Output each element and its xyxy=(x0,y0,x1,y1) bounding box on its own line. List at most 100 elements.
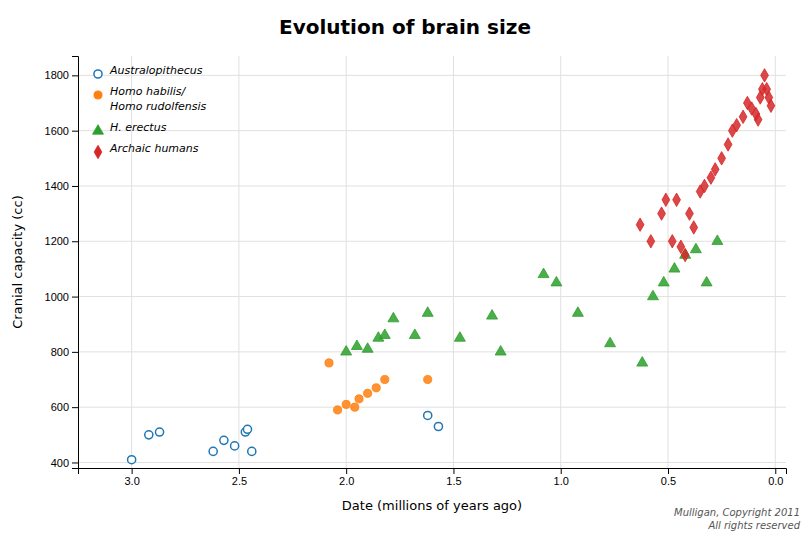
legend-label-line: Homo habilis/ xyxy=(110,85,187,98)
point xyxy=(487,310,498,319)
x-tick: 1.0 xyxy=(554,468,569,487)
x-tick: 2.5 xyxy=(232,468,247,487)
point xyxy=(220,436,228,444)
y-tick: 600 xyxy=(51,401,78,413)
x-tick-mark xyxy=(668,468,669,474)
series xyxy=(128,411,443,463)
legend-label: Homo habilis/Homo rudolfensis xyxy=(110,85,207,113)
annotation: Mulligan, Copyright 2011 All rights reser… xyxy=(674,507,801,531)
point xyxy=(334,406,342,414)
point xyxy=(551,276,562,285)
point xyxy=(341,346,352,355)
x-tick-label: 3.0 xyxy=(124,475,139,487)
legend-label-line: H. erectus xyxy=(110,121,167,134)
y-tick-label: 1000 xyxy=(45,291,69,303)
y-tick: 1200 xyxy=(45,235,78,247)
x-grid-line xyxy=(453,56,454,468)
point xyxy=(673,193,681,206)
x-tick-label: 2.0 xyxy=(339,475,354,487)
annotation-line: Mulligan, Copyright 2011 xyxy=(674,507,800,518)
y-axis-title: Cranial capacity (cc) xyxy=(10,195,25,328)
y-tick: 1800 xyxy=(45,69,78,81)
y-tick-label: 1400 xyxy=(45,180,69,192)
x-tick-label: 0.5 xyxy=(661,475,676,487)
x-axis-line xyxy=(79,469,787,475)
x-tick: 0.5 xyxy=(661,468,676,487)
y-tick: 1600 xyxy=(45,125,78,137)
y-tick-mark xyxy=(72,241,78,242)
point xyxy=(733,118,741,131)
x-tick-mark xyxy=(775,468,776,474)
x-axis-title: Date (millions of years ago) xyxy=(342,498,522,513)
point xyxy=(712,235,723,244)
point xyxy=(658,276,669,285)
y-tick-label: 400 xyxy=(51,456,69,468)
point xyxy=(754,113,762,126)
title: Evolution of brain size xyxy=(279,15,531,39)
x-grid-line xyxy=(238,56,239,468)
point xyxy=(686,207,694,220)
point xyxy=(739,110,747,123)
x-tick-label: 0.0 xyxy=(768,475,783,487)
point xyxy=(362,343,373,352)
x-tick-label: 1.5 xyxy=(446,475,461,487)
legend: AustralopithecusHomo habilis/Homo rudolf… xyxy=(93,64,207,159)
x-tick-label: 2.5 xyxy=(232,475,247,487)
point xyxy=(658,207,666,220)
point xyxy=(372,384,380,392)
x-tick: 2.0 xyxy=(339,468,354,487)
point xyxy=(409,329,420,338)
y-tick: 1400 xyxy=(45,180,78,192)
x-axis: 3.0 2.5 2.0 1.5 1.0 0.5 0.0 xyxy=(79,468,787,487)
point xyxy=(351,340,362,349)
point xyxy=(155,428,163,436)
y-tick: 400 xyxy=(51,456,78,468)
point xyxy=(701,179,709,192)
y-tick-label: 1800 xyxy=(45,69,69,81)
plot-area: 3.02.52.01.51.00.50.04006008001000120014… xyxy=(45,56,787,487)
point xyxy=(637,357,648,366)
y-tick-mark xyxy=(72,75,78,76)
point xyxy=(761,69,769,82)
point xyxy=(648,290,659,299)
point xyxy=(572,307,583,316)
y-grid-line xyxy=(78,296,786,297)
point xyxy=(381,375,389,383)
point xyxy=(647,235,655,248)
point xyxy=(690,221,698,234)
x-tick-mark xyxy=(346,468,347,474)
point xyxy=(424,375,432,383)
y-tick-label: 600 xyxy=(51,401,69,413)
series xyxy=(636,69,775,262)
point xyxy=(355,395,363,403)
point xyxy=(422,307,433,316)
x-tick-mark xyxy=(561,468,562,474)
point xyxy=(248,447,256,455)
x-tick-mark xyxy=(453,468,454,474)
y-tick-mark xyxy=(72,186,78,187)
point xyxy=(434,422,442,430)
chart: 3.02.52.01.51.00.50.04006008001000120014… xyxy=(0,0,810,540)
point xyxy=(538,268,549,277)
point xyxy=(424,411,432,419)
x-tick-mark xyxy=(239,468,240,474)
y-axis-line xyxy=(72,57,79,469)
legend-marker xyxy=(94,70,102,78)
point xyxy=(668,235,676,248)
x-tick-label: 1.0 xyxy=(554,475,569,487)
points xyxy=(128,69,775,464)
annotation-line: All rights reserved xyxy=(707,520,800,531)
x-grid-line xyxy=(560,56,561,468)
point xyxy=(690,243,701,252)
point xyxy=(495,346,506,355)
x-tick: 1.5 xyxy=(446,468,461,487)
point xyxy=(711,163,719,176)
legend-marker xyxy=(93,125,104,134)
point xyxy=(636,218,644,231)
x-tick-mark xyxy=(132,468,133,474)
point xyxy=(605,337,616,346)
series xyxy=(325,359,432,414)
y-tick-label: 1200 xyxy=(45,235,69,247)
x-grid-line xyxy=(668,56,669,468)
x-tick: 0.0 xyxy=(768,468,783,487)
